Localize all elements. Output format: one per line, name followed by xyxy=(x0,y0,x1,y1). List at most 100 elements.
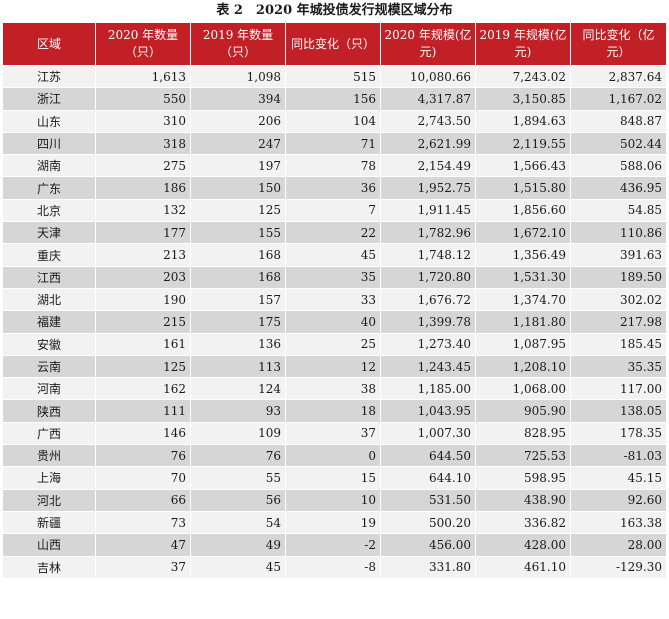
cell-scale-2020: 2,743.50 xyxy=(381,109,476,132)
table-row: 广西 146 109 37 1,007.30 828.95 178.35 xyxy=(3,421,666,445)
cell-scale-2019: 1,672.10 xyxy=(476,221,571,244)
cell-count-change: -2 xyxy=(286,533,381,556)
cell-count-2019: 168 xyxy=(191,243,286,266)
cell-count-change: 104 xyxy=(286,109,381,132)
cell-scale-2020: 1,911.45 xyxy=(381,198,476,222)
cell-region: 北京 xyxy=(3,198,96,222)
cell-count-change: 36 xyxy=(286,176,381,199)
cell-count-2020: 213 xyxy=(96,243,191,266)
cell-count-change: 19 xyxy=(286,510,381,534)
cell-scale-2020: 2,621.99 xyxy=(381,131,476,155)
cell-count-2020: 146 xyxy=(96,421,191,445)
table-row: 河北 66 56 10 531.50 438.90 92.60 xyxy=(3,488,666,511)
cell-count-2019: 247 xyxy=(191,131,286,155)
cell-scale-2020: 1,243.45 xyxy=(381,354,476,378)
table-row: 广东 186 150 36 1,952.75 1,515.80 436.95 xyxy=(3,176,666,199)
cell-scale-2020: 1,782.96 xyxy=(381,221,476,244)
cell-region: 云南 xyxy=(3,354,96,378)
cell-scale-change: 185.45 xyxy=(571,332,666,355)
cell-scale-2019: 1,181.80 xyxy=(476,310,571,333)
table-row: 陕西 111 93 18 1,043.95 905.90 138.05 xyxy=(3,399,666,422)
cell-count-2019: 109 xyxy=(191,421,286,445)
table-row: 福建 215 175 40 1,399.78 1,181.80 217.98 xyxy=(3,310,666,333)
table-row: 山西 47 49 -2 456.00 428.00 28.00 xyxy=(3,533,666,556)
cell-scale-2019: 336.82 xyxy=(476,510,571,534)
cell-count-2019: 1,098 xyxy=(191,65,286,88)
cell-region: 湖南 xyxy=(3,154,96,177)
table-row: 新疆 73 54 19 500.20 336.82 163.38 xyxy=(3,510,666,534)
cell-scale-2019: 1,374.70 xyxy=(476,287,571,311)
cell-count-2019: 113 xyxy=(191,354,286,378)
table-row: 江苏 1,613 1,098 515 10,080.66 7,243.02 2,837.64 xyxy=(3,65,666,88)
cell-scale-change: 110.86 xyxy=(571,221,666,244)
cell-scale-change: 2,837.64 xyxy=(571,65,666,88)
cell-count-2019: 394 xyxy=(191,87,286,110)
header-count-2019: 2019 年数量（只） xyxy=(191,23,286,65)
cell-scale-2019: 828.95 xyxy=(476,421,571,445)
cell-count-2019: 136 xyxy=(191,332,286,355)
table-row: 浙江 550 394 156 4,317.87 3,150.85 1,167.02 xyxy=(3,87,666,110)
cell-count-2020: 203 xyxy=(96,265,191,288)
cell-count-change: 78 xyxy=(286,154,381,177)
cell-count-change: 10 xyxy=(286,488,381,511)
cell-scale-change: 138.05 xyxy=(571,399,666,422)
header-scale-change: 同比变化（亿元） xyxy=(571,23,666,65)
cell-scale-2019: 1,515.80 xyxy=(476,176,571,199)
table-row: 吉林 37 45 -8 331.80 461.10 -129.30 xyxy=(3,555,666,578)
cell-count-2019: 55 xyxy=(191,466,286,489)
cell-scale-2019: 1,531.30 xyxy=(476,265,571,288)
table-header: 区域 2020 年数量（只） 2019 年数量（只） 同比变化（只） 2020 … xyxy=(3,23,666,65)
cell-count-change: 15 xyxy=(286,466,381,489)
cell-scale-2019: 438.90 xyxy=(476,488,571,511)
cell-count-2019: 54 xyxy=(191,510,286,534)
cell-count-2020: 1,613 xyxy=(96,65,191,88)
cell-count-2020: 73 xyxy=(96,510,191,534)
cell-count-change: 38 xyxy=(286,377,381,400)
cell-region: 新疆 xyxy=(3,510,96,534)
header-scale-2020: 2020 年规模(亿元) xyxy=(381,23,476,65)
cell-count-change: -8 xyxy=(286,555,381,578)
cell-scale-2020: 456.00 xyxy=(381,533,476,556)
table-row: 安徽 161 136 25 1,273.40 1,087.95 185.45 xyxy=(3,332,666,355)
cell-region: 广东 xyxy=(3,176,96,199)
cell-region: 安徽 xyxy=(3,332,96,355)
bond-issuance-table: 区域 2020 年数量（只） 2019 年数量（只） 同比变化（只） 2020 … xyxy=(3,23,666,578)
cell-scale-change: 848.87 xyxy=(571,109,666,132)
table-row: 上海 70 55 15 644.10 598.95 45.15 xyxy=(3,466,666,489)
cell-scale-change: 217.98 xyxy=(571,310,666,333)
cell-region: 山西 xyxy=(3,533,96,556)
cell-scale-change: 117.00 xyxy=(571,377,666,400)
cell-scale-2020: 1,748.12 xyxy=(381,243,476,266)
cell-count-2019: 124 xyxy=(191,377,286,400)
cell-count-2020: 310 xyxy=(96,109,191,132)
cell-count-2020: 275 xyxy=(96,154,191,177)
cell-region: 上海 xyxy=(3,466,96,489)
cell-scale-2020: 644.50 xyxy=(381,444,476,467)
cell-region: 重庆 xyxy=(3,243,96,266)
cell-count-2020: 161 xyxy=(96,332,191,355)
cell-scale-change: -129.30 xyxy=(571,555,666,578)
cell-scale-2020: 1,720.80 xyxy=(381,265,476,288)
table-row: 贵州 76 76 0 644.50 725.53 -81.03 xyxy=(3,444,666,467)
cell-count-change: 40 xyxy=(286,310,381,333)
cell-scale-2020: 500.20 xyxy=(381,510,476,534)
cell-scale-change: 92.60 xyxy=(571,488,666,511)
cell-count-change: 515 xyxy=(286,65,381,88)
cell-scale-2020: 331.80 xyxy=(381,555,476,578)
cell-region: 山东 xyxy=(3,109,96,132)
cell-scale-2019: 1,566.43 xyxy=(476,154,571,177)
cell-scale-change: 54.85 xyxy=(571,198,666,222)
cell-scale-change: 502.44 xyxy=(571,131,666,155)
cell-count-change: 7 xyxy=(286,198,381,222)
header-scale-2019: 2019 年规模(亿元) xyxy=(476,23,571,65)
cell-scale-2019: 725.53 xyxy=(476,444,571,467)
header-row: 区域 2020 年数量（只） 2019 年数量（只） 同比变化（只） 2020 … xyxy=(3,23,666,65)
cell-scale-2019: 1,894.63 xyxy=(476,109,571,132)
table-row: 山东 310 206 104 2,743.50 1,894.63 848.87 xyxy=(3,109,666,132)
cell-count-change: 18 xyxy=(286,399,381,422)
cell-scale-change: 28.00 xyxy=(571,533,666,556)
cell-scale-2019: 1,087.95 xyxy=(476,332,571,355)
cell-count-change: 71 xyxy=(286,131,381,155)
cell-count-change: 37 xyxy=(286,421,381,445)
cell-scale-2020: 1,952.75 xyxy=(381,176,476,199)
